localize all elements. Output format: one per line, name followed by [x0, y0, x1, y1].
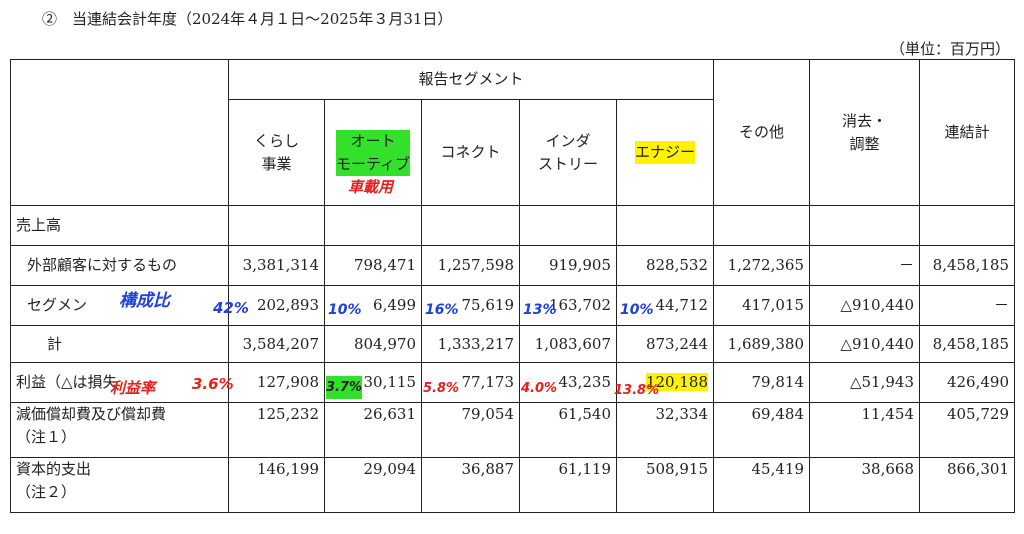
cell-value: 3,584,207 [228, 325, 325, 363]
corner-cell [10, 59, 229, 206]
col-header-automotive: オート モーティブ 車載用 [324, 99, 422, 206]
cell-value: － [919, 285, 1015, 326]
col-header-lifestyle: くらし 事業 [228, 99, 325, 206]
profit-ratio-3: 4.0% [521, 381, 558, 396]
sales-ratio-note: 構成比 [119, 291, 170, 311]
col-header-energy: エナジー [616, 99, 714, 206]
row-label-segment: セグメン 構成比 42% [10, 285, 249, 326]
cell-value: 8,458,185 [919, 245, 1015, 286]
sales-ratio-2: 16% [425, 302, 459, 318]
cell-value: 866,301 [919, 457, 1015, 513]
cell-value: 29,094 [324, 457, 422, 513]
cell-value: 11,454 [809, 402, 920, 458]
cell-value: 1,257,598 [421, 245, 520, 286]
cell-value: 3,381,314 [228, 245, 325, 286]
cell-value: 127,908 [228, 362, 325, 403]
cell-value: 61,119 [519, 457, 617, 513]
period-title: ② 当連結会計年度（2024年４月１日～2025年３月31日） [42, 10, 453, 28]
col-header-connect: コネクト [421, 99, 520, 206]
cell-value: 426,490 [919, 362, 1015, 403]
cell-value: 798,471 [324, 245, 422, 286]
cell-value: 36,887 [421, 457, 520, 513]
cell-value: 10% 6,499 [324, 285, 422, 326]
sales-ratio-1: 10% [328, 302, 362, 318]
cell-value: 38,668 [809, 457, 920, 513]
cell-value: 69,484 [713, 402, 810, 458]
cell-value: 3.7% 30,115 [324, 362, 422, 403]
segment-group-header: 報告セグメント [228, 59, 714, 100]
cell-value: 26,631 [324, 402, 422, 458]
cell-value: 4.0% 43,235 [519, 362, 617, 403]
cell-value: 13% 163,702 [519, 285, 617, 326]
profit-ratio-2: 5.8% [423, 381, 460, 396]
cell-value: 405,729 [919, 402, 1015, 458]
col-header-elimination: 消去・ 調整 [809, 59, 920, 206]
row-label-depreciation: 減価償却費及び償却費 （注１） [10, 402, 229, 458]
cell-value: 5.8% 77,173 [421, 362, 520, 403]
col-header-consolidated: 連結計 [919, 59, 1015, 206]
cell-value: 804,970 [324, 325, 422, 363]
row-label-capex: 資本的支出 （注２） [10, 457, 229, 513]
cell-value: 1,083,607 [519, 325, 617, 363]
row-label-profit: 利益（△は損失 利益率 3.6% [10, 362, 234, 403]
cell-value: 828,532 [616, 245, 714, 286]
cell-value: △910,440 [809, 285, 920, 326]
cell-value: 125,232 [228, 402, 325, 458]
unit-label: （単位：百万円） [889, 40, 1010, 58]
sales-ratio-0: 42% [213, 299, 249, 317]
cell-value: 1,333,217 [421, 325, 520, 363]
col-header-industry: インダ ストリー [519, 99, 617, 206]
cell-value: 873,244 [616, 325, 714, 363]
cell-value: 79,814 [713, 362, 810, 403]
cell-value: 16% 75,619 [421, 285, 520, 326]
cell-value: 8,458,185 [919, 325, 1015, 363]
cell-value: 146,199 [228, 457, 325, 513]
profit-ratio-4: 13.8% [614, 383, 660, 398]
sales-ratio-4: 10% [620, 302, 654, 318]
cell-value: 202,893 [228, 285, 325, 326]
profit-ratio-note: 利益率 [110, 379, 156, 397]
cell-value: 417,015 [713, 285, 810, 326]
cell-value: 1,272,365 [713, 245, 810, 286]
row-label-external: 外部顧客に対するもの [10, 245, 229, 286]
cell-value: 10% 44,712 [616, 285, 714, 326]
profit-ratio-1: 3.7% [326, 376, 363, 399]
cell-value: 61,540 [519, 402, 617, 458]
cell-value: 32,334 [616, 402, 714, 458]
col-header-other: その他 [713, 59, 810, 206]
sales-ratio-3: 13% [523, 302, 557, 318]
segment-table: 報告セグメント その他 消去・ 調整 連結計 くらし 事業 オート モーティブ … [10, 59, 1015, 513]
profit-ratio-0: 3.6% [192, 375, 234, 393]
cell-value: － [809, 245, 920, 286]
cell-value: △910,440 [809, 325, 920, 363]
row-label-total: 計 [10, 325, 229, 363]
cell-value: 508,915 [616, 457, 714, 513]
cell-value: 13.8% 120,188 [614, 362, 714, 403]
cell-value: 919,905 [519, 245, 617, 286]
row-label-sales: 売上高 [10, 205, 229, 246]
cell-value: 45,419 [713, 457, 810, 513]
automotive-handwritten-note: 車載用 [348, 177, 394, 196]
cell-value: 79,054 [421, 402, 520, 458]
cell-value: △51,943 [809, 362, 920, 403]
cell-value: 1,689,380 [713, 325, 810, 363]
